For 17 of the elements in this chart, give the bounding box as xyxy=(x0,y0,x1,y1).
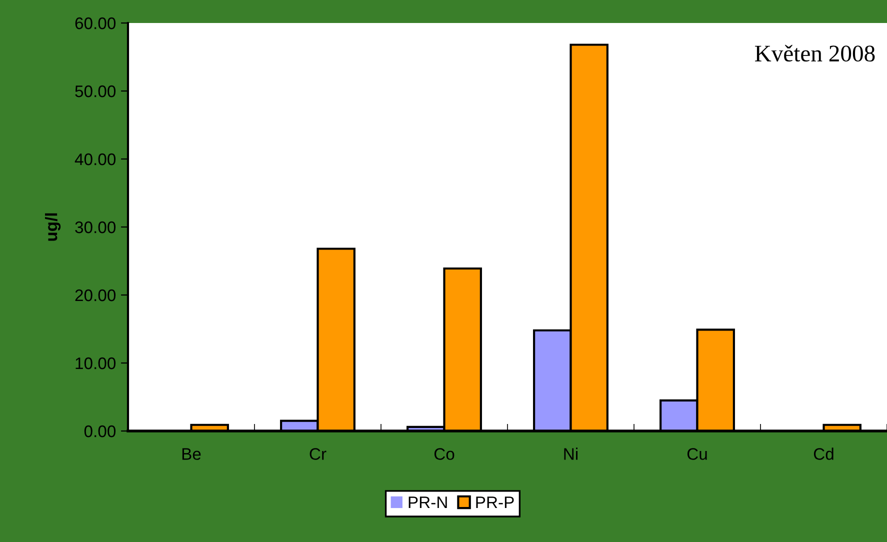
annotation: Květen 2008 xyxy=(754,44,875,62)
y-tick-label: 60.00 xyxy=(75,17,116,30)
x-tick-label: Cr xyxy=(310,448,326,460)
y-tick-label: 10.00 xyxy=(76,357,116,370)
x-tick-label: Cu xyxy=(687,448,707,460)
y-tick-label: 50.00 xyxy=(75,85,116,98)
x-tick-label: Cd xyxy=(814,448,834,460)
x-tick-label: Be xyxy=(182,448,201,460)
y-tick-label: 0.00 xyxy=(84,425,116,438)
legend-label: PR-P xyxy=(476,496,514,508)
y-tick-label: 20.00 xyxy=(75,289,116,302)
legend-label: PR-N xyxy=(408,496,447,508)
x-tick-label: Co xyxy=(434,448,454,460)
y-axis-title: ug/l xyxy=(44,213,61,241)
y-tick-label: 40.00 xyxy=(74,153,116,166)
y-tick-label: 30.00 xyxy=(75,221,116,234)
x-tick-label: Ni xyxy=(564,448,578,460)
